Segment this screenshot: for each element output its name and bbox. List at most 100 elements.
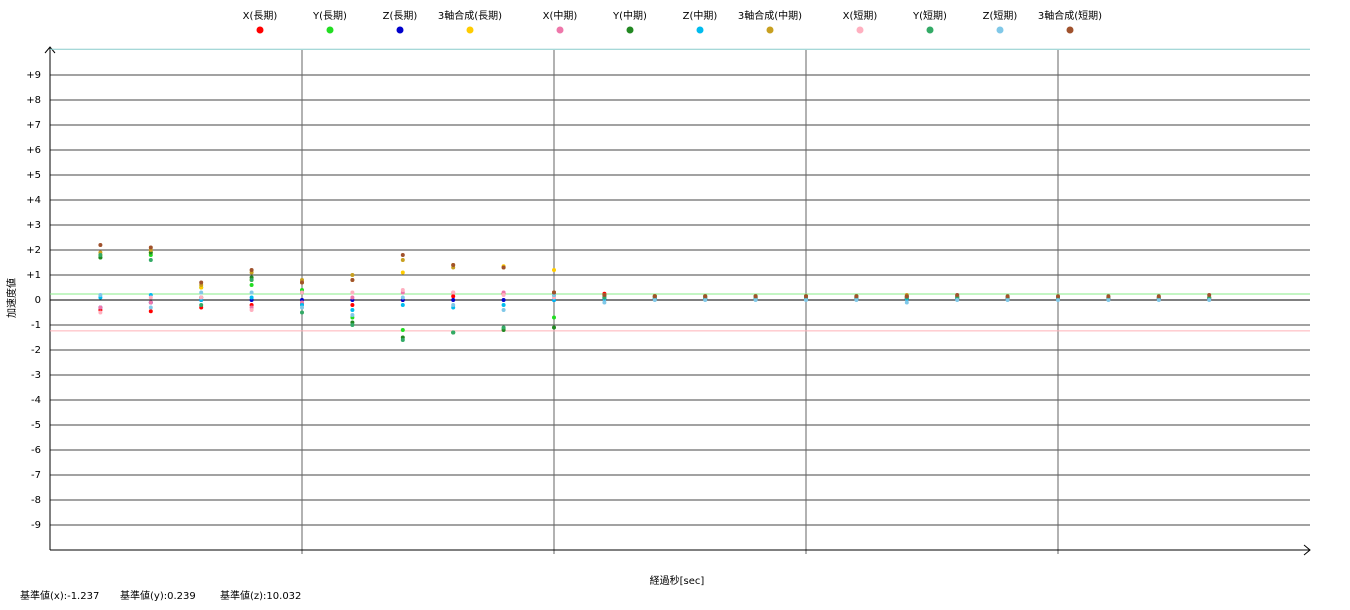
legend-marker: [626, 26, 634, 34]
point: [552, 325, 556, 330]
point: [148, 295, 153, 300]
legend-label: Z(中期): [683, 9, 718, 22]
point: [400, 258, 405, 262]
point: [249, 308, 254, 312]
point: [300, 310, 304, 315]
point: [350, 303, 355, 307]
point: [350, 273, 355, 277]
point: [501, 325, 506, 330]
point: [400, 295, 405, 300]
point: [552, 315, 556, 320]
point: [350, 308, 355, 312]
point: [1106, 294, 1111, 299]
point: [400, 270, 405, 275]
point: [98, 293, 103, 297]
y-tick-label: -5: [31, 420, 41, 431]
y-axis-title: 加速度値: [5, 278, 18, 318]
legend-label: Y(中期): [612, 9, 647, 22]
legend-marker: [556, 26, 564, 34]
point: [350, 290, 355, 295]
point: [400, 328, 405, 332]
point: [451, 330, 456, 335]
y-tick-label: +4: [26, 195, 41, 206]
point: [955, 293, 960, 297]
point: [602, 300, 607, 305]
legend-label: 3軸合成(長期): [438, 9, 502, 22]
y-tick-label: -7: [31, 470, 41, 481]
point: [854, 298, 859, 302]
point: [1106, 298, 1111, 302]
legend-marker: [326, 26, 334, 34]
point: [602, 293, 607, 297]
y-tick-label: +7: [26, 120, 41, 131]
y-tick-label: -1: [31, 320, 41, 331]
y-tick-label: +9: [26, 70, 41, 81]
point: [1156, 298, 1161, 302]
point: [199, 280, 204, 285]
y-tick-label: -9: [31, 520, 41, 531]
point: [400, 303, 405, 307]
point: [451, 303, 456, 307]
legend-marker: [256, 26, 264, 34]
point: [350, 278, 355, 282]
legend-marker: [996, 26, 1004, 34]
point: [249, 290, 254, 295]
legend-label: Y(長期): [312, 10, 347, 22]
point: [350, 313, 355, 317]
legend-label: Z(短期): [983, 9, 1018, 22]
reference-label: 基準値(z):10.032: [220, 589, 301, 602]
y-tick-label: -3: [31, 370, 41, 381]
y-tick-label: +3: [26, 220, 41, 231]
y-tick-label: +1: [26, 270, 41, 281]
point: [98, 243, 103, 247]
point: [804, 298, 808, 302]
point: [300, 290, 304, 295]
legend-marker: [926, 26, 934, 34]
point: [249, 278, 254, 282]
point: [148, 245, 153, 250]
point: [1056, 298, 1060, 302]
point: [148, 309, 153, 314]
y-tick-label: +8: [26, 95, 41, 106]
legend-marker: [696, 26, 704, 34]
x-axis-title: 経過秒[sec]: [650, 574, 705, 587]
legend-label: 3軸合成(短期): [1038, 9, 1102, 22]
point: [98, 253, 103, 257]
y-tick-label: -8: [31, 495, 41, 506]
point: [98, 305, 103, 310]
y-tick-label: -2: [31, 345, 41, 356]
point: [451, 294, 456, 299]
axis-arrow: [1303, 544, 1311, 556]
point: [854, 294, 859, 299]
legend-label: X(中期): [543, 9, 578, 22]
y-tick-label: -6: [31, 445, 41, 456]
point: [350, 295, 355, 300]
point: [501, 293, 506, 297]
point: [199, 303, 204, 307]
legend-label: X(短期): [843, 9, 878, 22]
point: [804, 294, 808, 299]
point: [249, 283, 254, 287]
point: [199, 290, 204, 295]
legend-label: 3軸合成(中期): [738, 9, 802, 22]
point: [148, 305, 153, 310]
point: [501, 303, 506, 307]
legend-label: X(長期): [243, 10, 278, 22]
point: [400, 253, 405, 257]
reference-label: 基準値(x):-1.237: [20, 589, 99, 602]
reference-label: 基準値(y):0.239: [120, 589, 196, 602]
point: [904, 294, 909, 299]
point: [300, 305, 304, 310]
point: [1156, 294, 1161, 299]
point: [1005, 298, 1010, 302]
legend-label: Z(長期): [383, 10, 418, 22]
point: [1207, 298, 1212, 302]
y-tick-label: +6: [26, 145, 41, 156]
point: [652, 294, 657, 299]
point: [652, 298, 657, 302]
point: [753, 294, 758, 299]
point: [98, 310, 103, 315]
point: [904, 300, 909, 305]
point: [1207, 293, 1212, 297]
